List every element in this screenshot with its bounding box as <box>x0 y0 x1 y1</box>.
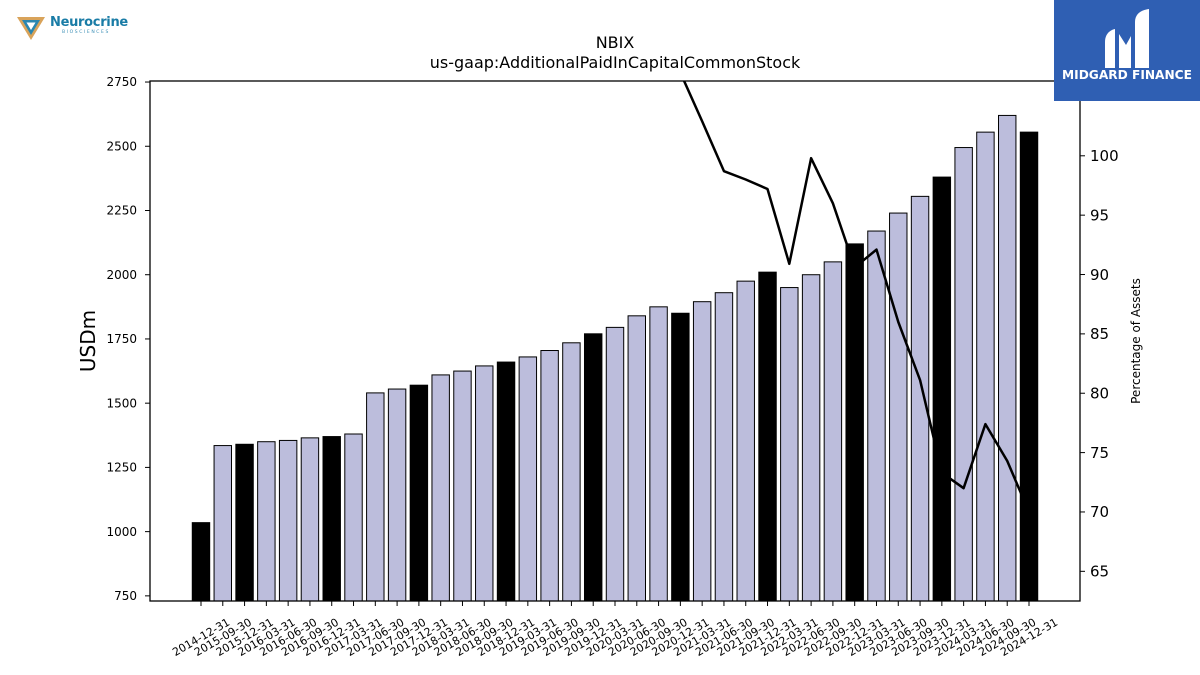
bar <box>801 274 821 602</box>
bar <box>257 441 276 602</box>
bar <box>932 176 952 602</box>
bar <box>278 439 298 602</box>
bar-series <box>191 114 1039 602</box>
percentage-of-assets-line <box>682 81 1031 513</box>
bar <box>823 261 843 602</box>
logo-center-triangle <box>26 22 36 30</box>
triangle-logo-icon <box>17 17 45 40</box>
midgard-finance-logo: MIDGARD FINANCE <box>1054 0 1200 101</box>
bar <box>300 437 320 602</box>
y-tick-label: 2750 <box>106 75 137 89</box>
axes: 750 1000 1250 1500 1750 2000 2250 2500 2750 65 70 7… <box>106 75 1118 659</box>
neurocrine-wordmark: Neurocrine <box>50 15 128 30</box>
bar <box>780 287 799 602</box>
bar <box>605 326 625 602</box>
bar <box>758 271 777 602</box>
y-axis-label: USDm <box>76 310 100 372</box>
bar <box>540 350 559 602</box>
m-logo-icon <box>1105 9 1149 68</box>
bar <box>235 443 254 602</box>
y-tick-label: 2000 <box>106 268 137 282</box>
y-tick-label: 1000 <box>106 525 137 539</box>
y2-tick-label: 100 <box>1090 147 1119 165</box>
bar <box>583 333 603 602</box>
y2-tick-label: 75 <box>1090 444 1109 462</box>
bar <box>322 436 341 602</box>
bar <box>191 522 211 602</box>
bar <box>692 301 712 602</box>
line-series <box>682 81 1031 513</box>
midgard-wordmark: MIDGARD FINANCE <box>1062 68 1192 82</box>
y-tick-label: 750 <box>114 589 137 603</box>
bar <box>475 365 494 602</box>
bar <box>845 243 864 602</box>
bar <box>889 212 908 602</box>
bar <box>409 384 429 602</box>
m-logo-left-stroke <box>1105 29 1115 68</box>
bar <box>387 388 407 602</box>
y-tick-label: 1750 <box>106 332 137 346</box>
y-tick-label: 2250 <box>106 204 137 218</box>
y2-tick-label: 90 <box>1090 266 1109 284</box>
y2-tick-label: 65 <box>1090 563 1109 581</box>
bar <box>998 114 1017 602</box>
bar <box>736 280 755 602</box>
y2-tick-label: 85 <box>1090 325 1109 343</box>
bar <box>954 147 973 602</box>
bar <box>671 312 690 602</box>
y2-tick-label: 95 <box>1090 206 1109 224</box>
chart-subtitle: us-gaap:AdditionalPaidInCapitalCommonSto… <box>430 53 801 72</box>
y2-tick-label: 80 <box>1090 384 1109 402</box>
bar <box>714 292 734 602</box>
bar <box>867 230 886 602</box>
bar <box>627 315 647 602</box>
bar <box>976 131 995 602</box>
chart-title: NBIX <box>596 33 635 52</box>
bar <box>453 370 472 602</box>
bar <box>344 433 363 602</box>
bar <box>649 306 668 602</box>
bar <box>562 342 581 602</box>
neurocrine-logo: Neurocrine BIOSCIENCES <box>16 13 148 43</box>
neurocrine-tagline: BIOSCIENCES <box>62 30 110 35</box>
m-logo-right-stroke <box>1135 9 1149 68</box>
y2-axis-label: Percentage of Assets <box>1129 278 1143 404</box>
y-tick-label: 1250 <box>106 461 137 475</box>
y2-tick-label: 70 <box>1090 503 1109 521</box>
bar <box>496 361 516 602</box>
bar <box>431 374 450 602</box>
y-tick-label: 2500 <box>106 139 137 153</box>
bar <box>518 356 538 602</box>
m-logo-middle-stroke <box>1119 34 1131 68</box>
bar <box>366 392 385 602</box>
y-tick-label: 1500 <box>106 396 137 410</box>
bar <box>213 445 232 602</box>
bar <box>1019 131 1039 602</box>
bar <box>910 195 930 602</box>
